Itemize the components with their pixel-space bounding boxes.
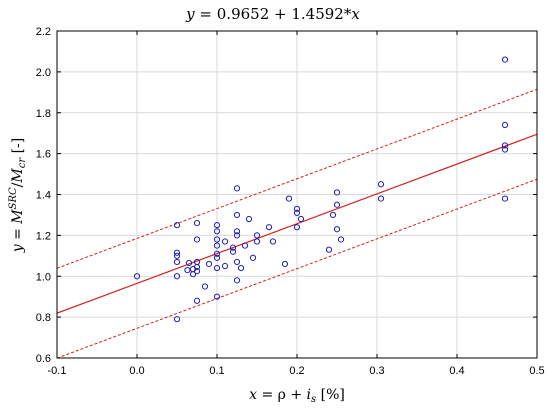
data-point bbox=[253, 232, 261, 239]
y-tick-label: 2.0 bbox=[36, 67, 51, 79]
y-tick-label: 0.6 bbox=[36, 353, 51, 365]
data-point bbox=[233, 258, 241, 266]
regression-line-group bbox=[57, 133, 537, 314]
data-point bbox=[233, 185, 241, 192]
data-point bbox=[265, 224, 273, 231]
data-point bbox=[297, 215, 305, 223]
data-point bbox=[205, 260, 213, 268]
data-point bbox=[193, 220, 201, 227]
data-point bbox=[213, 254, 221, 261]
data-point bbox=[193, 268, 201, 275]
x-tick-label: 0.5 bbox=[529, 365, 544, 377]
data-point bbox=[213, 264, 221, 272]
chart-title: y = 0.9652 + 1.4592*x bbox=[185, 5, 360, 23]
y-tick-label: 1.2 bbox=[36, 230, 51, 242]
data-point bbox=[213, 242, 221, 249]
y-tick-label: 1.0 bbox=[36, 271, 51, 283]
data-point bbox=[293, 224, 301, 231]
x-tick-label: 0.2 bbox=[289, 365, 304, 377]
data-point bbox=[501, 195, 509, 202]
data-point bbox=[213, 250, 221, 257]
data-point bbox=[184, 267, 191, 274]
grid bbox=[57, 31, 537, 358]
data-point bbox=[229, 244, 237, 251]
data-point bbox=[293, 205, 301, 212]
x-tick-label: 0.4 bbox=[449, 365, 464, 377]
data-point bbox=[173, 222, 181, 229]
data-point bbox=[173, 249, 181, 256]
data-point bbox=[133, 273, 141, 280]
x-tick-label: 0.3 bbox=[369, 365, 384, 377]
data-point bbox=[213, 293, 221, 300]
data-point bbox=[173, 316, 181, 323]
data-point bbox=[293, 209, 301, 216]
data-point bbox=[233, 211, 241, 219]
data-point bbox=[377, 195, 385, 202]
data-point bbox=[193, 263, 201, 271]
data-point bbox=[173, 273, 181, 280]
confidence-band bbox=[57, 88, 537, 358]
data-point bbox=[337, 236, 345, 243]
data-point bbox=[501, 142, 509, 149]
y-tick-label: 2.2 bbox=[36, 26, 51, 38]
y-tick-label: 0.8 bbox=[36, 312, 51, 324]
upper-confidence-line bbox=[57, 88, 537, 269]
data-point bbox=[229, 248, 237, 255]
x-axis-ticks: -0.1 0.0 0.1 0.2 0.3 0.4 0.5 bbox=[48, 31, 545, 377]
data-point bbox=[377, 181, 385, 188]
data-point bbox=[281, 260, 289, 268]
data-point bbox=[213, 236, 221, 243]
y-tick-label: 1.4 bbox=[36, 190, 51, 202]
data-point bbox=[173, 258, 181, 266]
data-point bbox=[333, 201, 341, 208]
data-point bbox=[237, 264, 245, 272]
data-point bbox=[325, 246, 333, 253]
x-axis-label: x = ρ + is [%] bbox=[249, 387, 345, 405]
data-point bbox=[501, 121, 509, 129]
data-point bbox=[173, 252, 181, 259]
x-tick-label: 0.1 bbox=[209, 365, 224, 377]
y-axis-label: y = MSRC/Mcr [-] bbox=[8, 138, 28, 254]
data-point bbox=[253, 238, 261, 245]
data-points bbox=[133, 56, 509, 323]
data-point bbox=[213, 228, 221, 235]
data-point bbox=[213, 222, 221, 229]
data-point bbox=[233, 228, 241, 235]
data-point bbox=[233, 232, 241, 239]
data-point bbox=[193, 236, 201, 243]
y-tick-label: 1.6 bbox=[36, 149, 51, 161]
data-point bbox=[501, 56, 509, 63]
x-tick-label: 0.0 bbox=[129, 365, 144, 377]
data-point bbox=[193, 297, 201, 304]
data-point bbox=[245, 215, 253, 223]
x-tick-label: -0.1 bbox=[48, 365, 67, 377]
regression-line bbox=[57, 133, 537, 314]
data-point bbox=[329, 211, 337, 219]
data-point bbox=[249, 254, 257, 261]
data-point bbox=[201, 283, 209, 290]
data-point bbox=[233, 277, 241, 284]
y-tick-label: 1.8 bbox=[36, 108, 51, 120]
data-point bbox=[269, 238, 277, 245]
lower-confidence-line bbox=[57, 178, 537, 358]
y-axis-ticks: 0.6 0.8 1.0 1.2 1.4 1.6 1.8 2.0 2.2 bbox=[36, 26, 537, 365]
data-point bbox=[185, 259, 193, 267]
data-point bbox=[333, 226, 341, 233]
data-point bbox=[221, 262, 229, 270]
data-point bbox=[221, 238, 229, 245]
data-point bbox=[501, 146, 509, 153]
data-point bbox=[285, 195, 293, 202]
data-point bbox=[333, 189, 341, 196]
data-point bbox=[241, 242, 249, 249]
data-point bbox=[189, 271, 197, 278]
